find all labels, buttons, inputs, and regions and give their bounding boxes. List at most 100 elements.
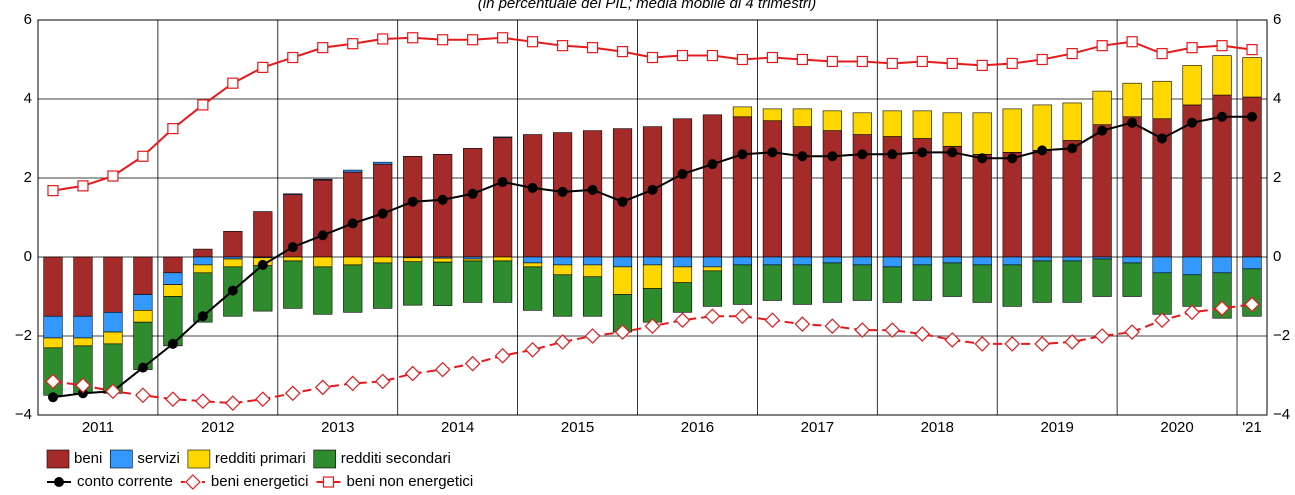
marker	[1184, 304, 1200, 321]
y-tick-label: −4	[15, 406, 32, 423]
marker	[886, 57, 898, 70]
marker	[524, 341, 541, 358]
bar-segment	[133, 310, 153, 323]
bar-segment	[942, 146, 962, 258]
marker	[1246, 44, 1258, 56]
bar-segment	[283, 193, 303, 195]
marker	[1157, 133, 1168, 144]
marker	[464, 355, 481, 372]
legend-swatch	[313, 449, 337, 469]
bar-segment	[193, 264, 213, 274]
marker	[734, 308, 751, 325]
bar-segment	[1092, 90, 1112, 125]
marker	[857, 149, 868, 160]
bar-segment	[43, 315, 63, 339]
marker	[434, 361, 451, 378]
legend-marker	[185, 474, 201, 490]
marker	[257, 259, 268, 270]
marker	[884, 322, 901, 338]
bar-segment	[1032, 256, 1052, 262]
marker	[137, 362, 148, 373]
bar-segment	[1092, 124, 1112, 258]
bar-segment	[163, 256, 183, 274]
marker	[107, 170, 119, 182]
bar-segment	[433, 257, 453, 263]
bar-segment	[942, 256, 962, 264]
bar-segment	[373, 262, 393, 309]
bar-segment	[163, 284, 183, 297]
bar-segment	[463, 148, 483, 258]
x-tick-label: 2015	[561, 419, 594, 436]
y2-tick-label: 4	[1273, 90, 1281, 107]
bar-segment	[792, 256, 812, 266]
marker	[407, 32, 419, 44]
marker	[1127, 117, 1138, 128]
bar-segment	[972, 112, 992, 155]
bar-segment	[1062, 260, 1082, 303]
legend-swatch	[110, 449, 133, 469]
marker	[647, 184, 658, 195]
marker	[374, 373, 391, 390]
bar-segment	[163, 272, 183, 285]
x-tick-label: 2013	[321, 419, 354, 436]
bar-segment	[313, 179, 333, 258]
bar-segment	[972, 154, 992, 258]
marker	[407, 196, 418, 207]
legend-label: beni non energetici	[346, 473, 473, 490]
bar-segment	[1122, 256, 1142, 264]
marker	[944, 332, 961, 348]
bar-segment	[283, 256, 303, 262]
marker	[584, 328, 601, 344]
marker	[1064, 334, 1081, 350]
marker	[1004, 336, 1021, 352]
marker	[644, 318, 661, 334]
y2-tick-label: 2	[1273, 169, 1281, 186]
legend-label: beni energetici	[211, 473, 309, 490]
legend-swatch	[46, 449, 70, 469]
x-tick-label: 2020	[1160, 419, 1193, 436]
marker	[224, 395, 241, 411]
marker	[827, 151, 838, 162]
marker	[616, 45, 629, 58]
bar-segment	[193, 272, 213, 323]
bar-segment	[762, 256, 782, 266]
marker	[1214, 300, 1230, 317]
marker	[614, 324, 631, 340]
bar-segment	[1062, 102, 1082, 141]
bar-segment	[433, 154, 453, 258]
bar-segment	[582, 256, 603, 266]
x-tick-label: 2017	[801, 419, 834, 436]
marker	[497, 176, 508, 187]
marker	[1034, 336, 1051, 352]
bar-segment	[852, 256, 872, 266]
marker	[617, 196, 628, 207]
marker	[1006, 57, 1018, 70]
bar-segment	[702, 270, 723, 307]
bar-segment	[1242, 57, 1262, 98]
marker	[1216, 40, 1228, 52]
marker	[914, 326, 931, 342]
bar-segment	[1182, 256, 1202, 276]
bar-segment	[1182, 274, 1202, 307]
bar-segment	[283, 260, 303, 309]
bar-segment	[1182, 65, 1202, 106]
bar-segment	[493, 256, 513, 262]
marker	[676, 49, 689, 62]
bar-segment	[523, 262, 543, 268]
marker	[167, 338, 178, 349]
y2-tick-label: −2	[1273, 327, 1290, 344]
bar-segment	[133, 256, 153, 295]
bar-segment	[43, 256, 63, 317]
y-tick-label: 2	[24, 169, 32, 186]
marker	[737, 149, 748, 160]
marker	[227, 285, 238, 296]
bar-segment	[1182, 104, 1202, 258]
bar-segment	[822, 256, 842, 264]
legend-label: redditi primari	[215, 450, 306, 467]
bar-segment	[43, 337, 63, 349]
marker	[377, 33, 389, 45]
bar-segment	[1242, 256, 1262, 270]
marker	[1097, 125, 1108, 136]
bar-segment	[852, 112, 872, 135]
bar-segment	[762, 108, 782, 122]
